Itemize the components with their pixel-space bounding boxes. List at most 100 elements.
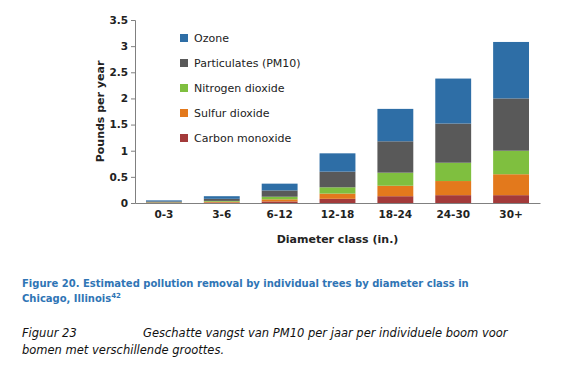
bar [204,202,240,203]
bar [435,79,471,124]
bar [262,197,298,200]
x-tick: 6-12 [267,203,293,220]
y-tick-label: 2 [121,92,128,104]
bar [493,98,529,150]
x-tick-label: 24-30 [436,208,470,220]
y-tick: 0.5 [109,171,135,183]
bar [204,199,240,201]
y-tick: 1.5 [109,118,135,130]
bar [435,195,471,203]
y-tick-label: 3.5 [109,14,128,26]
legend-swatch [180,134,188,142]
y-tick: 0 [121,197,135,209]
bar [146,202,182,203]
y-tick-label: 0 [121,197,128,209]
title-text: Figure 20. Estimated pollution removal b… [22,278,469,289]
y-tick-label: 1 [121,145,128,157]
y-tick-label: 2.5 [109,66,128,78]
bar [435,124,471,163]
bar [320,194,356,199]
bar [262,190,298,196]
y-tick-label: 3 [121,40,128,52]
caption-line: Geschatte vangst van PM10 per jaar per i… [143,326,509,340]
x-tick: 0-3 [154,203,173,220]
y-tick-mark [131,46,135,47]
series [146,42,529,201]
x-tick-label: 6-12 [267,208,293,220]
y-tick: 1 [121,145,135,157]
y-tick: 2.5 [109,66,135,78]
y-tick-label: 1.5 [109,118,128,130]
caption-line: bomen met verschillende groottes. [22,343,224,357]
x-tick: 18-24 [379,203,413,220]
caption: Figuur 23 Geschatte vangst van PM10 per j… [22,326,509,357]
bar [377,196,413,203]
bar [320,172,356,188]
legend-label: Nitrogen dioxide [194,82,285,95]
x-tick-label: 18-24 [379,208,413,220]
chart: 0 0.5 1 1.5 2 2.5 3 3.5 0-3 3-6 6-12 12-18 18-24 24-3… [0,0,561,369]
title-footnote: 42 [111,292,121,300]
bars [146,42,529,203]
bar [146,200,182,201]
bar [493,42,529,98]
series [146,98,529,202]
x-tick: 3-6 [212,203,231,220]
x-tick: 24-30 [436,203,470,220]
x-tick-label: 3-6 [212,208,231,220]
bar [204,201,240,203]
y-tick: 3 [121,40,135,52]
bar [320,153,356,171]
x-tick: 12-18 [321,203,355,220]
bar [435,181,471,195]
y-tick-mark [131,125,135,126]
bar [262,199,298,201]
x-axis: 0-3 3-6 6-12 12-18 18-24 24-30 30+ [136,203,541,220]
bar [204,196,240,199]
bar [146,202,182,203]
y-tick-mark [131,98,135,99]
x-tick-label: 0-3 [154,208,173,220]
bar [493,151,529,175]
caption-label: Figuur 23 [22,326,77,340]
y-tick: 2 [121,92,135,104]
x-tick-label: 12-18 [321,208,355,220]
bar [146,202,182,203]
y-tick-mark [131,20,135,21]
bar [146,201,182,203]
bar [493,174,529,195]
legend-label: Sulfur dioxide [194,107,270,120]
legend-swatch [180,59,188,67]
figure-title: Figure 20. Estimated pollution removal b… [22,278,469,304]
bar [435,163,471,181]
bar [493,195,529,203]
x-tick-label: 30+ [499,208,522,220]
legend-swatch [180,34,188,42]
y-axis-title: Pounds per year [94,60,107,162]
bar [262,201,298,203]
y-tick-mark [131,72,135,73]
y-tick-mark [131,151,135,152]
bar [377,141,413,172]
bar [320,199,356,203]
y-tick-mark [131,203,135,204]
y-tick-mark [131,177,135,178]
title-text: Chicago, Illinois [22,293,111,304]
title-line: Figure 20. Estimated pollution removal b… [22,278,469,289]
legend-swatch [180,109,188,117]
legend-label: Ozone [194,32,229,45]
bar [262,184,298,191]
legend-label: Particulates (PM10) [194,57,301,70]
y-tick-label: 0.5 [109,171,128,183]
legend-swatch [180,84,188,92]
bar [320,187,356,193]
x-axis-title: Diameter class (in.) [277,233,399,246]
y-tick: 3.5 [109,14,135,26]
y-axis-line [131,21,136,204]
series [146,151,529,203]
y-axis: 0 0.5 1 1.5 2 2.5 3 3.5 [109,14,135,209]
bar [377,109,413,141]
x-axis-line [136,203,541,204]
x-tick: 30+ [499,203,522,220]
title-line: Chicago, Illinois42 [22,292,121,304]
